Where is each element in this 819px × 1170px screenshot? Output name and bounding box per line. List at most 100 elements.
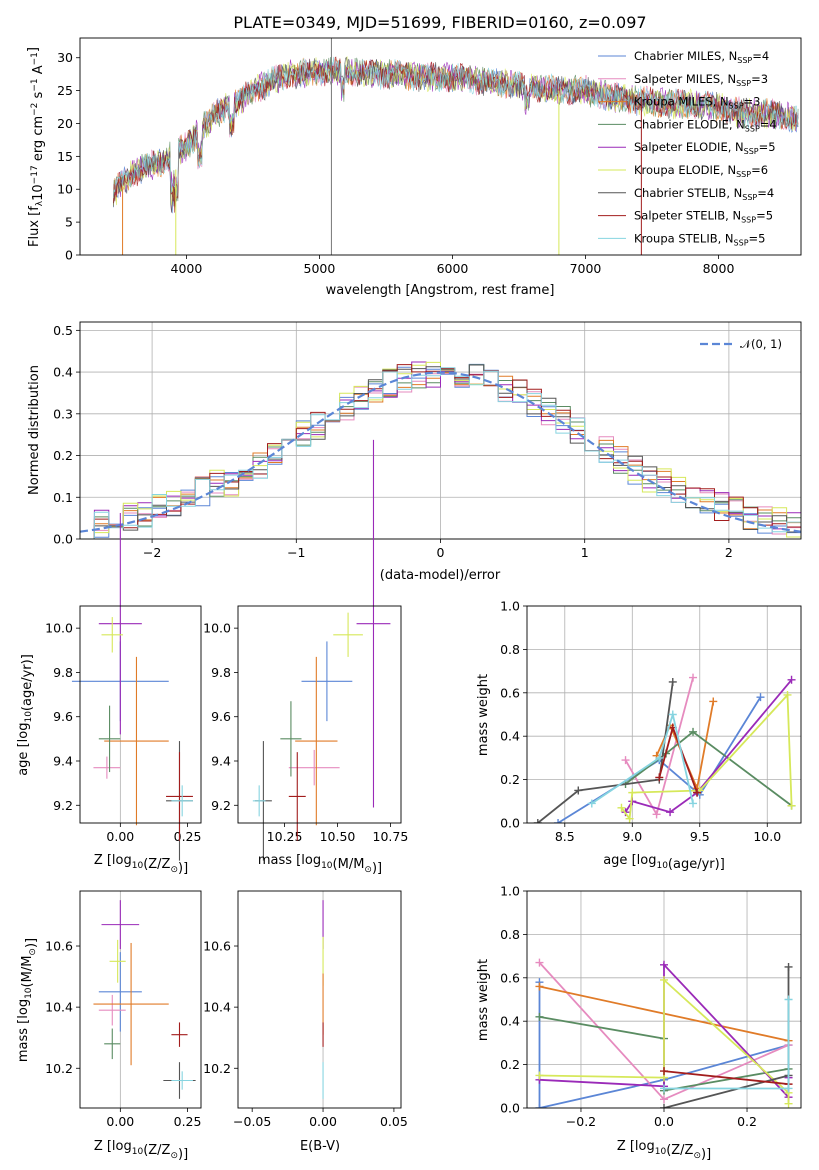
marker-6-3: [668, 677, 677, 686]
marker-6-0: [660, 1104, 668, 1108]
y-tick-label-1: 10.4: [203, 1000, 231, 1015]
spectrum-legend: Chabrier MILES, NSSP=4 Salpeter MILES, NS…: [598, 49, 777, 247]
axes-frame: [526, 890, 802, 1109]
legend-label-1: Salpeter MILES, NSSP=3: [634, 72, 768, 88]
x-tick-label-1: 0.25: [174, 829, 202, 844]
x-tick-label-2: 9.5: [690, 829, 710, 844]
marker-6-1: [574, 786, 583, 795]
y-tick-label-0: 10.2: [45, 1061, 73, 1076]
y-tick-label-2: 10.6: [45, 939, 73, 954]
marker-5-2: [628, 788, 637, 797]
series-kroupa-elodie: [620, 692, 793, 822]
x-tick-label-1: −1: [287, 545, 305, 560]
marker-8-2: [668, 710, 677, 719]
marker-8-3: [689, 799, 698, 808]
y-tick-label-3: 9.8: [53, 665, 73, 680]
series-lines: [535, 958, 793, 1108]
marker-8-1: [784, 1084, 793, 1093]
histogram-y-axis-label: Normed distribution: [27, 365, 42, 495]
x-tick-label-2: 0.05: [380, 1114, 408, 1129]
panel-residual-histogram: −2 −1 0 1 2 0.0 0.1 0.2 0.3 0.4 0.5 (data-model)/er…: [27, 321, 802, 583]
legend-label-5: Kroupa ELODIE, NSSP=6: [634, 163, 768, 179]
marker-5-4: [783, 690, 792, 699]
series-salpeter-stelib: [663, 1070, 789, 1085]
x-tick-label-4: 8000: [703, 261, 735, 276]
x-tick-label-0: −0.2: [566, 1114, 596, 1129]
marker-0-1: [535, 1104, 544, 1108]
x-tick-label-0: −0.05: [233, 1114, 271, 1129]
legend-label-6: Chabrier STELIB, NSSP=4: [634, 186, 774, 202]
axes-frame: [237, 605, 402, 824]
series-kroupa-stelib: [591, 711, 694, 805]
normal-curve: [80, 371, 801, 533]
y-tick-label-3: 0.3: [53, 406, 73, 421]
marker-7-2: [693, 788, 702, 797]
x-tick-label-3: 7000: [570, 261, 602, 276]
marker-4-4: [787, 675, 796, 684]
x-tick-label-2: 0.2: [737, 1114, 757, 1129]
y-tick-label-2: 10: [57, 182, 73, 197]
marker-0-0: [554, 819, 563, 823]
y-tick-label-2: 0.2: [53, 448, 73, 463]
y-tick-label-4: 0.8: [500, 927, 520, 942]
x-tick-label-0: 4000: [171, 261, 203, 276]
marker-3-2: [689, 727, 698, 736]
x-tick-label-3: 10.0: [753, 829, 781, 844]
y-tick-label-2: 0.4: [500, 729, 520, 744]
y-tick-label-1: 9.4: [53, 754, 73, 769]
marker-0-3: [756, 693, 765, 702]
y-tick-label-0: 0.0: [500, 1101, 520, 1116]
y-tick-label-0: 0: [65, 248, 73, 263]
series-chabrier-elodie: [624, 730, 793, 807]
y-tick-label-1: 0.2: [500, 1057, 520, 1072]
spectrum-lines: [113, 38, 799, 255]
mass-z-x-axis-label: Z [log10(Z/Z⊙)]: [94, 1139, 188, 1162]
x-tick-label-3: 1: [581, 545, 589, 560]
x-tick-label-2: 0: [437, 545, 445, 560]
x-tick-label-4: 2: [725, 545, 733, 560]
y-tick-label-0: 10.2: [203, 1061, 231, 1076]
age-z-y-axis-label: age [log10(age/yr)]: [16, 654, 35, 776]
marker-1-1: [660, 1095, 668, 1104]
axes-frame: [79, 321, 802, 540]
marker-2-0: [535, 982, 544, 991]
marker-3-0: [535, 1012, 544, 1021]
y-tick-label-5: 0.5: [53, 323, 73, 338]
legend-label-0: Chabrier MILES, NSSP=4: [634, 49, 769, 65]
spectrum-x-axis-label: wavelength [Angstrom, rest frame]: [326, 283, 555, 298]
marker-1-2: [689, 673, 698, 682]
marker-8-2: [784, 995, 793, 1004]
y-tick-label-0: 9.2: [211, 798, 231, 813]
marker-5-1: [625, 814, 634, 823]
axes-frame: [237, 890, 402, 1109]
axes-frame: [79, 37, 802, 256]
y-tick-label-3: 0.6: [500, 685, 520, 700]
y-tick-label-2: 9.6: [53, 709, 73, 724]
x-tick-label-0: 10.25: [267, 829, 303, 844]
legend-label-3: Chabrier ELODIE, NSSP=4: [634, 117, 777, 133]
y-tick-label-5: 1.0: [500, 884, 520, 899]
marker-5-2: [660, 975, 668, 984]
marker-4-2: [660, 960, 668, 969]
marker-7-0: [660, 1067, 668, 1076]
y-tick-label-1: 5: [65, 215, 73, 230]
marker-5-4: [784, 1099, 793, 1108]
y-tick-label-3: 0.6: [500, 970, 520, 985]
panel-age-vs-metallicity: 0.00 0.25 9.2 9.4 9.6 9.8 10.0 Z [log10(Z/Z⊙)] a…: [16, 513, 201, 876]
legend-label-8: Kroupa STELIB, NSSP=5: [634, 231, 765, 247]
weight-z-y-axis-label: mass weight: [476, 959, 491, 1041]
y-tick-label-2: 9.6: [211, 709, 231, 724]
x-tick-label-1: 10.50: [320, 829, 356, 844]
marker-6-2: [784, 962, 793, 971]
panel-mass-vs-ebv: −0.05 0.00 0.05 10.2 10.4 10.6 E(B-V): [203, 890, 408, 1154]
y-tick-label-5: 1.0: [500, 599, 520, 614]
marker-2-3: [709, 697, 718, 706]
spectrum-y-axis-label: Flux [fλ10−17 erg cm−2 s−1 A−1]: [26, 47, 46, 247]
y-tick-label-4: 10.0: [45, 621, 73, 636]
legend-label-4: Salpeter ELODIE, NSSP=5: [634, 140, 776, 156]
panel-mass-vs-metallicity: 0.00 0.25 10.2 10.4 10.6 Z [log10(Z/Z⊙)] mass …: [16, 890, 201, 1162]
histogram-x-axis-label: (data-model)/error: [380, 568, 501, 583]
marker-8-0: [660, 1084, 668, 1093]
y-tick-label-5: 25: [57, 83, 73, 98]
histogram-steps: [80, 361, 801, 539]
